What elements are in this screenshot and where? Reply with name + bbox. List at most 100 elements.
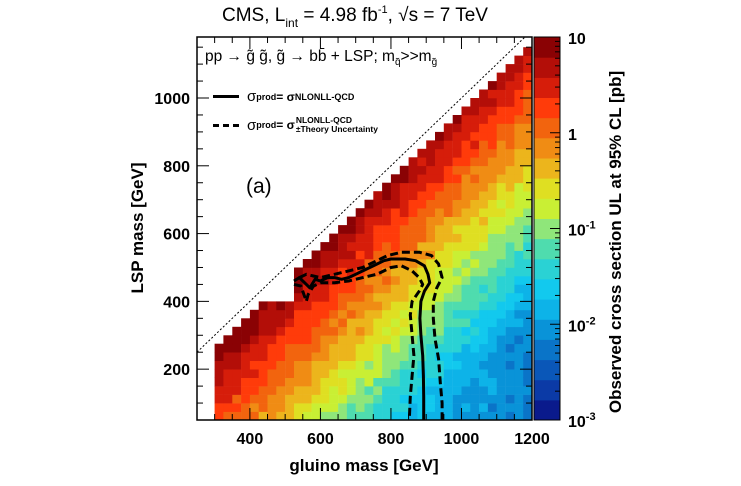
heatmap-cell <box>364 386 374 395</box>
heatmap-cell <box>399 165 409 175</box>
heatmap-cell <box>373 276 383 285</box>
heatmap-cell <box>505 276 515 285</box>
heatmap-cell <box>487 276 497 285</box>
heatmap-cell <box>479 352 489 361</box>
heatmap-cell <box>479 199 489 209</box>
heatmap-cell <box>329 284 339 294</box>
heatmap-cell <box>311 301 321 311</box>
heatmap-cell <box>364 267 374 277</box>
heatmap-cell <box>373 386 383 395</box>
heatmap-cell <box>505 131 515 141</box>
colorbar-band <box>534 399 560 421</box>
heatmap-cell <box>470 360 480 370</box>
heatmap-cell <box>523 131 533 141</box>
heatmap-cell <box>487 301 497 311</box>
process-annotation: pp → g̃ g̃, g̃ → bb̄ + LSP; mq̃>>mg̃ <box>205 48 438 69</box>
heatmap-cell <box>408 284 418 294</box>
heatmap-cell <box>320 259 330 268</box>
heatmap-cell <box>496 250 506 260</box>
heatmap-cell <box>443 360 453 370</box>
heatmap-cell <box>452 309 462 319</box>
heatmap-cell <box>267 309 277 319</box>
heatmap-cell <box>461 259 471 268</box>
heatmap-cell <box>479 318 489 328</box>
heatmap-cell <box>399 225 409 234</box>
heatmap-cell <box>311 292 321 302</box>
heatmap-cell <box>505 208 515 217</box>
heatmap-cell <box>470 106 480 116</box>
y-axis-ticks: 200 400 600 800 1000 <box>154 46 532 404</box>
heatmap-cell <box>523 403 533 412</box>
heatmap-cell <box>514 72 524 82</box>
heatmap-cell <box>311 394 321 404</box>
heatmap-cell <box>514 81 524 90</box>
heatmap-cell <box>487 369 497 378</box>
heatmap-cell <box>214 411 224 421</box>
heatmap-cell <box>417 377 427 387</box>
heatmap-cell <box>514 225 524 234</box>
heatmap-cell <box>523 259 533 268</box>
heatmap-cell <box>496 115 506 124</box>
heatmap-cell <box>461 386 471 395</box>
heatmap-cell <box>373 216 383 226</box>
heatmap-cell <box>452 123 462 133</box>
heatmap-cell <box>496 233 506 243</box>
heatmap-cell <box>443 148 453 158</box>
heatmap-cell <box>294 284 304 294</box>
heatmap-cell <box>302 343 312 353</box>
heatmap-cell <box>223 360 233 370</box>
heatmap-cell <box>223 352 233 361</box>
heatmap-cell <box>470 411 480 421</box>
heatmap-cell <box>470 157 480 167</box>
heatmap-cell <box>249 335 259 345</box>
heatmap-cell <box>311 326 321 336</box>
heatmap-cell <box>461 360 471 370</box>
heatmap-cell <box>452 250 462 260</box>
heatmap-cell <box>426 352 436 361</box>
heatmap-cell <box>514 174 524 184</box>
heatmap-cell <box>523 386 533 395</box>
heatmap-cell <box>426 208 436 217</box>
heatmap-cell <box>302 326 312 336</box>
heatmap-cell <box>523 157 533 167</box>
heatmap-cell <box>390 403 400 412</box>
heatmap-cell <box>487 343 497 353</box>
heatmap-cell <box>452 165 462 175</box>
heatmap-cell <box>505 191 515 200</box>
heatmap-cell <box>505 216 515 226</box>
heatmap-cell <box>443 216 453 226</box>
heatmap-cell <box>364 318 374 328</box>
heatmap-cell <box>294 343 304 353</box>
heatmap-cell <box>496 394 506 404</box>
heatmap-cell <box>373 250 383 260</box>
heatmap-cell <box>479 276 489 285</box>
heatmap-cell <box>426 343 436 353</box>
heatmap-cell <box>479 259 489 268</box>
heatmap-cell <box>417 165 427 175</box>
heatmap-cell <box>505 352 515 361</box>
heatmap-cell <box>382 191 392 200</box>
heatmap-cell <box>443 335 453 345</box>
heatmap-cell <box>285 326 295 336</box>
x-tick-label: 1000 <box>444 431 480 448</box>
heatmap-cell <box>390 360 400 370</box>
heatmap-cell <box>505 259 515 268</box>
heatmap-cell <box>452 335 462 345</box>
heatmap-cell <box>320 292 330 302</box>
heatmap-cell <box>523 148 533 158</box>
heatmap-cell <box>249 411 259 421</box>
colorbar-band <box>534 117 560 139</box>
heatmap-cell <box>302 377 312 387</box>
heatmap-cell <box>311 352 321 361</box>
heatmap-cell <box>523 301 533 311</box>
heatmap-cell <box>338 326 348 336</box>
heatmap-cell <box>390 386 400 395</box>
heatmap-cell <box>338 343 348 353</box>
heatmap-cell <box>382 292 392 302</box>
heatmap-cell <box>435 148 445 158</box>
heatmap-cell <box>470 259 480 268</box>
heatmap-cell <box>364 199 374 209</box>
heatmap-cell <box>514 106 524 116</box>
heatmap-cell <box>443 242 453 251</box>
heatmap-cell <box>408 352 418 361</box>
